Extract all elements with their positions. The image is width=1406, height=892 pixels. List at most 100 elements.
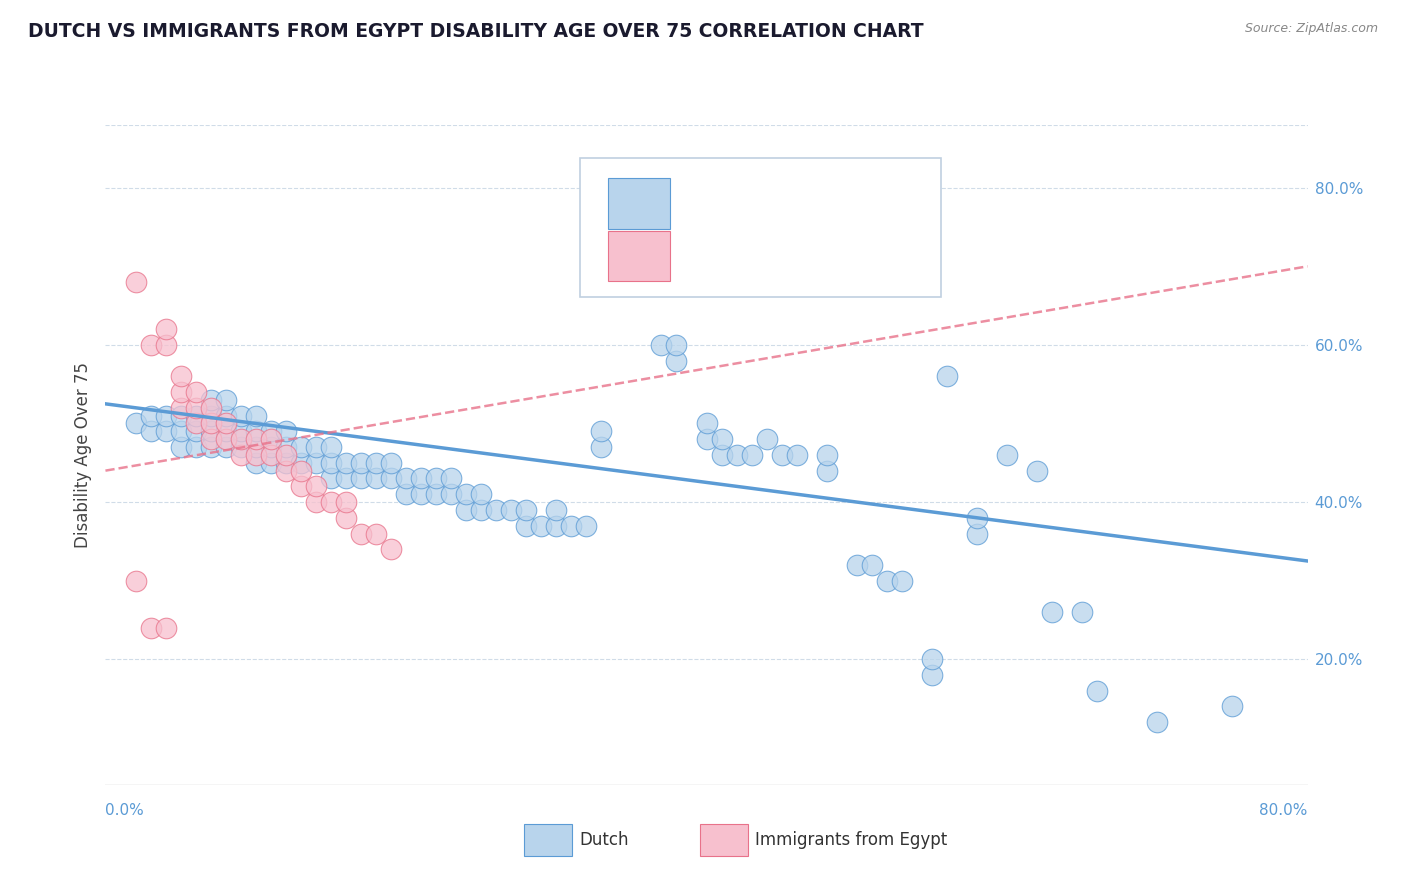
Point [200, 425, 222, 439]
Point [200, 417, 222, 431]
Point [229, 409, 252, 423]
Point [890, 574, 912, 588]
Point [214, 432, 236, 446]
Point [770, 448, 793, 462]
Point [470, 503, 492, 517]
Point [665, 338, 688, 352]
Point [560, 518, 582, 533]
Point [380, 471, 402, 485]
Text: R =  0.085   N =  36: R = 0.085 N = 36 [682, 247, 851, 265]
Point [485, 503, 508, 517]
Point [350, 456, 373, 470]
Point [620, 260, 643, 274]
Point [696, 417, 718, 431]
Point [1146, 715, 1168, 730]
Point [335, 495, 357, 509]
Point [636, 244, 658, 258]
Point [229, 440, 252, 454]
Point [845, 558, 868, 572]
Point [395, 471, 418, 485]
Point [876, 574, 898, 588]
Point [229, 448, 252, 462]
Point [319, 471, 342, 485]
Point [214, 425, 236, 439]
Point [364, 456, 387, 470]
Point [440, 471, 463, 485]
Point [184, 401, 207, 415]
Point [274, 440, 297, 454]
Point [169, 425, 191, 439]
Point [936, 369, 959, 384]
Point [305, 456, 328, 470]
Point [364, 471, 387, 485]
Point [786, 448, 808, 462]
Point [454, 503, 477, 517]
Point [200, 401, 222, 415]
Point [710, 432, 733, 446]
Point [1085, 683, 1108, 698]
Point [184, 440, 207, 454]
Point [440, 487, 463, 501]
Point [305, 495, 328, 509]
Point [155, 621, 177, 635]
Point [575, 518, 598, 533]
Point [395, 487, 418, 501]
Point [290, 479, 312, 493]
Point [1026, 464, 1049, 478]
Point [274, 464, 297, 478]
Point [184, 425, 207, 439]
Point [214, 409, 236, 423]
Text: 0.0%: 0.0% [105, 803, 145, 818]
Point [409, 487, 432, 501]
Point [1222, 699, 1244, 714]
Point [319, 440, 342, 454]
FancyBboxPatch shape [607, 178, 671, 228]
Point [591, 440, 613, 454]
Point [124, 275, 146, 289]
Point [139, 425, 162, 439]
Point [290, 456, 312, 470]
Point [245, 448, 267, 462]
Point [200, 440, 222, 454]
Point [710, 448, 733, 462]
Text: 80.0%: 80.0% [1260, 803, 1308, 818]
Text: Immigrants from Egypt: Immigrants from Egypt [755, 831, 948, 849]
Point [274, 448, 297, 462]
Point [546, 503, 568, 517]
Point [335, 510, 357, 524]
Point [124, 417, 146, 431]
Point [665, 353, 688, 368]
Point [515, 518, 537, 533]
Point [995, 448, 1018, 462]
Point [966, 526, 988, 541]
Point [454, 487, 477, 501]
Point [755, 432, 778, 446]
Point [305, 440, 328, 454]
Point [305, 479, 328, 493]
Point [169, 409, 191, 423]
Point [245, 456, 267, 470]
Point [155, 322, 177, 336]
Point [966, 510, 988, 524]
Point [274, 425, 297, 439]
Point [245, 425, 267, 439]
Point [921, 668, 943, 682]
Point [335, 471, 357, 485]
Point [815, 448, 838, 462]
Point [364, 526, 387, 541]
Point [501, 503, 523, 517]
Point [741, 448, 763, 462]
Point [860, 558, 883, 572]
Point [229, 425, 252, 439]
Point [380, 456, 402, 470]
Point [169, 369, 191, 384]
Text: R = -0.369   N = 102: R = -0.369 N = 102 [682, 193, 856, 211]
Point [260, 440, 283, 454]
Point [200, 409, 222, 423]
Point [155, 425, 177, 439]
Y-axis label: Disability Age Over 75: Disability Age Over 75 [73, 362, 91, 548]
Point [380, 542, 402, 557]
Point [650, 338, 672, 352]
Text: DUTCH VS IMMIGRANTS FROM EGYPT DISABILITY AGE OVER 75 CORRELATION CHART: DUTCH VS IMMIGRANTS FROM EGYPT DISABILIT… [28, 22, 924, 41]
Point [200, 432, 222, 446]
